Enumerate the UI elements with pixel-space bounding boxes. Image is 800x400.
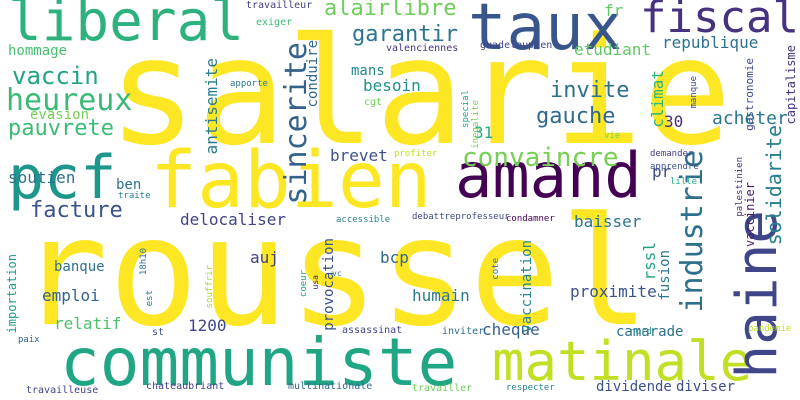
cloud-word: apprendre (650, 162, 699, 172)
cloud-word: conduire (305, 40, 321, 108)
cloud-word: vie (604, 131, 621, 141)
cloud-word: exiger (256, 17, 293, 28)
cloud-word: respecter (506, 383, 555, 393)
cloud-word: pandemie (748, 324, 792, 334)
cloud-word: industrie (675, 150, 710, 313)
cloud-word: fusion (657, 250, 673, 301)
cloud-word: alairlibre (324, 0, 457, 21)
cloud-word: cote (491, 258, 501, 280)
cloud-word: heureux (6, 83, 133, 118)
cloud-word: fabien (150, 136, 432, 226)
cloud-word: importation (5, 254, 19, 334)
cloud-word: solidarite (762, 125, 786, 246)
cloud-word: vaccin (12, 62, 99, 90)
cloud-word: special (461, 90, 471, 128)
cloud-word: pauvrete (8, 116, 114, 141)
cloud-word: evasion (30, 107, 90, 123)
cloud-word: est (145, 290, 155, 307)
cloud-word: amand (455, 139, 642, 212)
cloud-word: cgt (364, 97, 383, 108)
cloud-word: palestinien (735, 157, 745, 217)
cloud-word: 30 (664, 112, 684, 131)
cloud-word: republique (662, 33, 759, 52)
cloud-word: gauche (536, 104, 616, 129)
cloud-word: demander (650, 149, 694, 159)
cloud-word: inviter (442, 326, 485, 337)
cloud-word: rssl (640, 242, 659, 281)
cloud-word: nord (630, 327, 652, 337)
cloud-word: soutien (8, 168, 76, 187)
cloud-word: manque (689, 76, 699, 109)
cloud-word: taux (468, 0, 623, 65)
cloud-word: usa (311, 275, 320, 290)
cloud-word: vaccinier (743, 182, 757, 248)
cloud-word: baisser (574, 212, 642, 231)
cloud-word: roussel (18, 186, 651, 360)
cloud-word: st (152, 327, 165, 338)
cloud-word: banque (54, 259, 105, 275)
cloud-word: souffrir (205, 265, 215, 309)
cloud-word: mans (351, 63, 385, 79)
cloud-word: guadeloupeen (480, 40, 553, 51)
cloud-word: traite (118, 191, 151, 201)
cloud-word: 18h10 (139, 248, 149, 276)
cloud-word: hommage (8, 43, 68, 59)
cloud-word: facture (30, 198, 123, 223)
cloud-word: auj (250, 248, 279, 267)
cloud-word: delocaliser (180, 210, 286, 229)
cloud-word: travailleuse (26, 385, 99, 396)
cloud-word: diviser (676, 379, 736, 395)
cloud-word: pr (652, 162, 672, 181)
cloud-word: bcp (380, 248, 409, 267)
cloud-word: paix (18, 335, 40, 345)
cloud-word: communiste (60, 324, 458, 400)
cloud-word: emploi (42, 286, 100, 305)
cloud-word: gastronomie (743, 58, 756, 131)
cloud-word: brevet (330, 146, 388, 165)
cloud-word: fr (604, 1, 624, 20)
cloud-word: invite (550, 78, 630, 103)
cloud-word: vc (332, 269, 342, 278)
cloud-word: garantir (352, 22, 458, 47)
cloud-word: besoin (363, 76, 421, 95)
cloud-word: camarade (616, 324, 684, 340)
cloud-word: proximite (570, 282, 657, 301)
cloud-word: multinationale (288, 381, 373, 392)
cloud-word: ben (116, 177, 142, 193)
cloud-word: apporte (230, 79, 268, 89)
cloud-word: relatif (54, 314, 122, 333)
cloud-word: pcf (8, 143, 117, 213)
cloud-word: acheter (712, 108, 788, 129)
cloud-word: travailleur (246, 0, 313, 11)
cloud-word: capitalisme (784, 45, 798, 125)
cloud-word: assassinat (342, 325, 403, 336)
cloud-word: etudiant (574, 40, 652, 59)
cloud-word: salarie (108, 6, 732, 178)
cloud-word: humain (412, 286, 470, 305)
cloud-word: 1200 (188, 316, 227, 335)
cloud-word: cheque (482, 320, 540, 339)
cloud-word: 31 (474, 123, 494, 142)
cloud-word: vaccination (519, 240, 535, 333)
cloud-word: coeur (299, 270, 309, 298)
cloud-word: travailler (412, 383, 473, 394)
cloud-word: dividende (596, 379, 672, 395)
cloud-word: accessible (336, 215, 391, 225)
cloud-word: fiscal (640, 0, 799, 43)
cloud-word: matinale (492, 330, 753, 393)
cloud-word: valenciennes (386, 43, 459, 54)
cloud-word: inegalite (471, 100, 481, 149)
cloud-word: profiter (394, 149, 438, 159)
cloud-word: lille (670, 177, 698, 187)
cloud-word: liberal (8, 0, 245, 54)
cloud-word: convaincre (462, 143, 619, 173)
cloud-word: debattreprofesseur (412, 212, 510, 222)
cloud-word: antisemite (202, 58, 221, 155)
cloud-word: condamner (506, 214, 555, 224)
cloud-word: chateaubriant (146, 381, 225, 392)
cloud-word: provocation (321, 238, 337, 331)
